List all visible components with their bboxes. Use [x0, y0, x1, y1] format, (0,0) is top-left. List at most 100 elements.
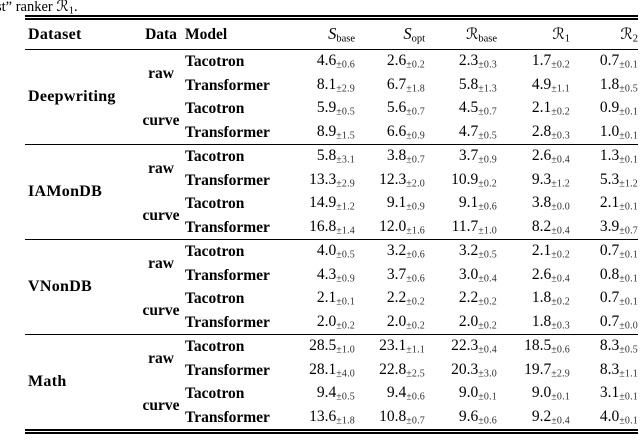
value-cell: 2.0±0.2 [355, 311, 425, 335]
value-cell: 9.1±0.9 [355, 192, 425, 216]
value-stddev: ±0.1 [336, 296, 355, 308]
value-main: 5.6 [386, 99, 407, 116]
value-stddev: ±0.1 [619, 130, 638, 141]
value-main: 6.6 [386, 122, 407, 140]
value-stddev: ±1.6 [406, 225, 425, 236]
value-cell: 12.0±1.6 [355, 216, 425, 240]
data-type-label: curve [142, 396, 180, 414]
value-main: 3.7 [458, 147, 479, 164]
model-name: Transformer [185, 361, 270, 379]
value-main: 4.5 [458, 99, 479, 116]
value-main: 9.4 [316, 384, 337, 401]
value-main: 3.2 [458, 242, 479, 259]
value-stddev: ±0.4 [551, 154, 570, 166]
value-main: 13.3 [309, 170, 337, 188]
value-cell: 3.9±0.7 [570, 216, 638, 240]
value-cell: 13.3±2.9 [292, 169, 355, 193]
value-cell: 9.3±1.2 [497, 169, 570, 193]
value-stddev: ±0.2 [551, 249, 570, 261]
value-stddev: ±1.2 [619, 178, 638, 189]
value-cell: 9.6±0.6 [425, 406, 497, 432]
value-main: 2.0 [316, 312, 337, 330]
value-stddev: ±0.1 [619, 154, 638, 166]
value-cell: 2.6±0.4 [497, 264, 570, 288]
value-main: 9.0 [458, 384, 479, 401]
value-main: 2.1 [316, 289, 337, 306]
value-main: 3.8 [386, 147, 407, 164]
value-main: 20.3 [451, 360, 479, 378]
value-cell: 2.8±0.3 [497, 121, 570, 145]
value-main: 2.1 [531, 99, 552, 116]
math-subscript: 1 [564, 33, 570, 45]
value-main: 5.9 [316, 99, 337, 116]
value-stddev: ±0.6 [406, 249, 425, 261]
value-cell: 23.1±1.1 [355, 335, 425, 359]
header-row: Dataset Data Model Sbase Sopt ℛbase ℛ1 ℛ… [25, 18, 638, 50]
value-cell: 4.7±0.5 [425, 121, 497, 145]
value-main: 1.8 [531, 312, 552, 330]
value-stddev: ±0.7 [619, 225, 638, 236]
value-stddev: ±0.6 [406, 391, 425, 403]
value-main: 10.9 [451, 170, 479, 188]
value-cell: 4.3±0.9 [292, 264, 355, 288]
value-stddev: ±0.4 [551, 273, 570, 284]
value-main: 14.9 [309, 194, 337, 211]
caption-fragment: st” ranker ℛ1. [0, 0, 78, 17]
col-header-s-opt: Sopt [355, 18, 425, 50]
value-stddev: ±0.6 [406, 273, 425, 284]
value-main: 2.6 [531, 147, 552, 164]
value-stddev: ±0.2 [551, 296, 570, 308]
value-cell: 14.9±1.2 [292, 192, 355, 216]
model-name: Tacotron [185, 290, 245, 307]
script-r-symbol: ℛ [56, 0, 69, 15]
value-stddev: ±0.7 [406, 154, 425, 166]
value-cell: 1.0±0.1 [570, 121, 638, 145]
model-name: Transformer [185, 408, 270, 426]
value-main: 2.1 [599, 194, 620, 211]
value-stddev: ±0.1 [619, 391, 638, 403]
value-main: 28.1 [309, 360, 337, 378]
value-stddev: ±0.9 [406, 130, 425, 141]
value-cell: 6.6±0.9 [355, 121, 425, 145]
model-name: Transformer [185, 218, 270, 236]
value-stddev: ±3.0 [478, 368, 497, 379]
table-row: Transformer 13.6±1.8 10.8±0.7 9.6±0.6 9.2±0.… [25, 406, 638, 432]
caption-text: st” ranker [0, 0, 57, 15]
value-cell: 4.0±0.1 [570, 406, 638, 432]
value-main: 2.6 [531, 265, 552, 283]
value-main: 4.6 [316, 52, 337, 69]
value-stddev: ±0.1 [619, 201, 638, 213]
value-cell: 0.9±0.1 [570, 97, 638, 121]
value-cell: 2.0±0.2 [292, 311, 355, 335]
data-type-label: curve [142, 111, 180, 129]
value-main: 4.9 [531, 75, 552, 93]
dataset-name: IAMonDB [28, 183, 103, 200]
value-stddev: ±1.1 [619, 368, 638, 379]
value-cell: 4.6±0.6 [292, 50, 355, 74]
value-cell: 8.3±1.1 [570, 359, 638, 383]
value-cell: 5.8±1.3 [425, 74, 497, 98]
value-cell: 2.6±0.2 [355, 50, 425, 74]
value-stddev: ±0.9 [336, 273, 355, 284]
dataset-group-deepwriting: Deepwriting raw Tacotron 4.6±0.6 2.6±0.2 2.3±… [25, 49, 638, 145]
value-stddev: ±0.5 [336, 391, 355, 403]
value-stddev: ±0.2 [551, 106, 570, 118]
value-main: 8.9 [316, 122, 337, 140]
value-cell: 12.3±2.0 [355, 169, 425, 193]
math-symbol-s: S [403, 24, 412, 44]
value-main: 4.0 [316, 242, 337, 259]
value-main: 0.7 [599, 242, 620, 259]
value-main: 3.7 [386, 265, 407, 283]
value-main: 3.0 [458, 265, 479, 283]
value-cell: 2.0±0.2 [425, 311, 497, 335]
value-cell: 3.7±0.6 [355, 264, 425, 288]
value-cell: 2.6±0.4 [497, 145, 570, 169]
table-row: curve Tacotron 2.1±0.1 2.2±0.2 2.2±0.2 1.8±0.… [25, 287, 638, 318]
value-cell: 20.3±3.0 [425, 359, 497, 383]
data-type-label: raw [148, 254, 174, 272]
value-cell: 4.9±1.1 [497, 74, 570, 98]
value-main: 8.1 [316, 75, 337, 93]
table-row: Transformer 28.1±4.0 22.8±2.5 20.3±3.0 19.7±… [25, 359, 638, 383]
value-cell: 9.4±0.5 [292, 382, 355, 406]
table-row: Transformer 16.8±1.4 12.0±1.6 11.7±1.0 8.2±0… [25, 216, 638, 240]
